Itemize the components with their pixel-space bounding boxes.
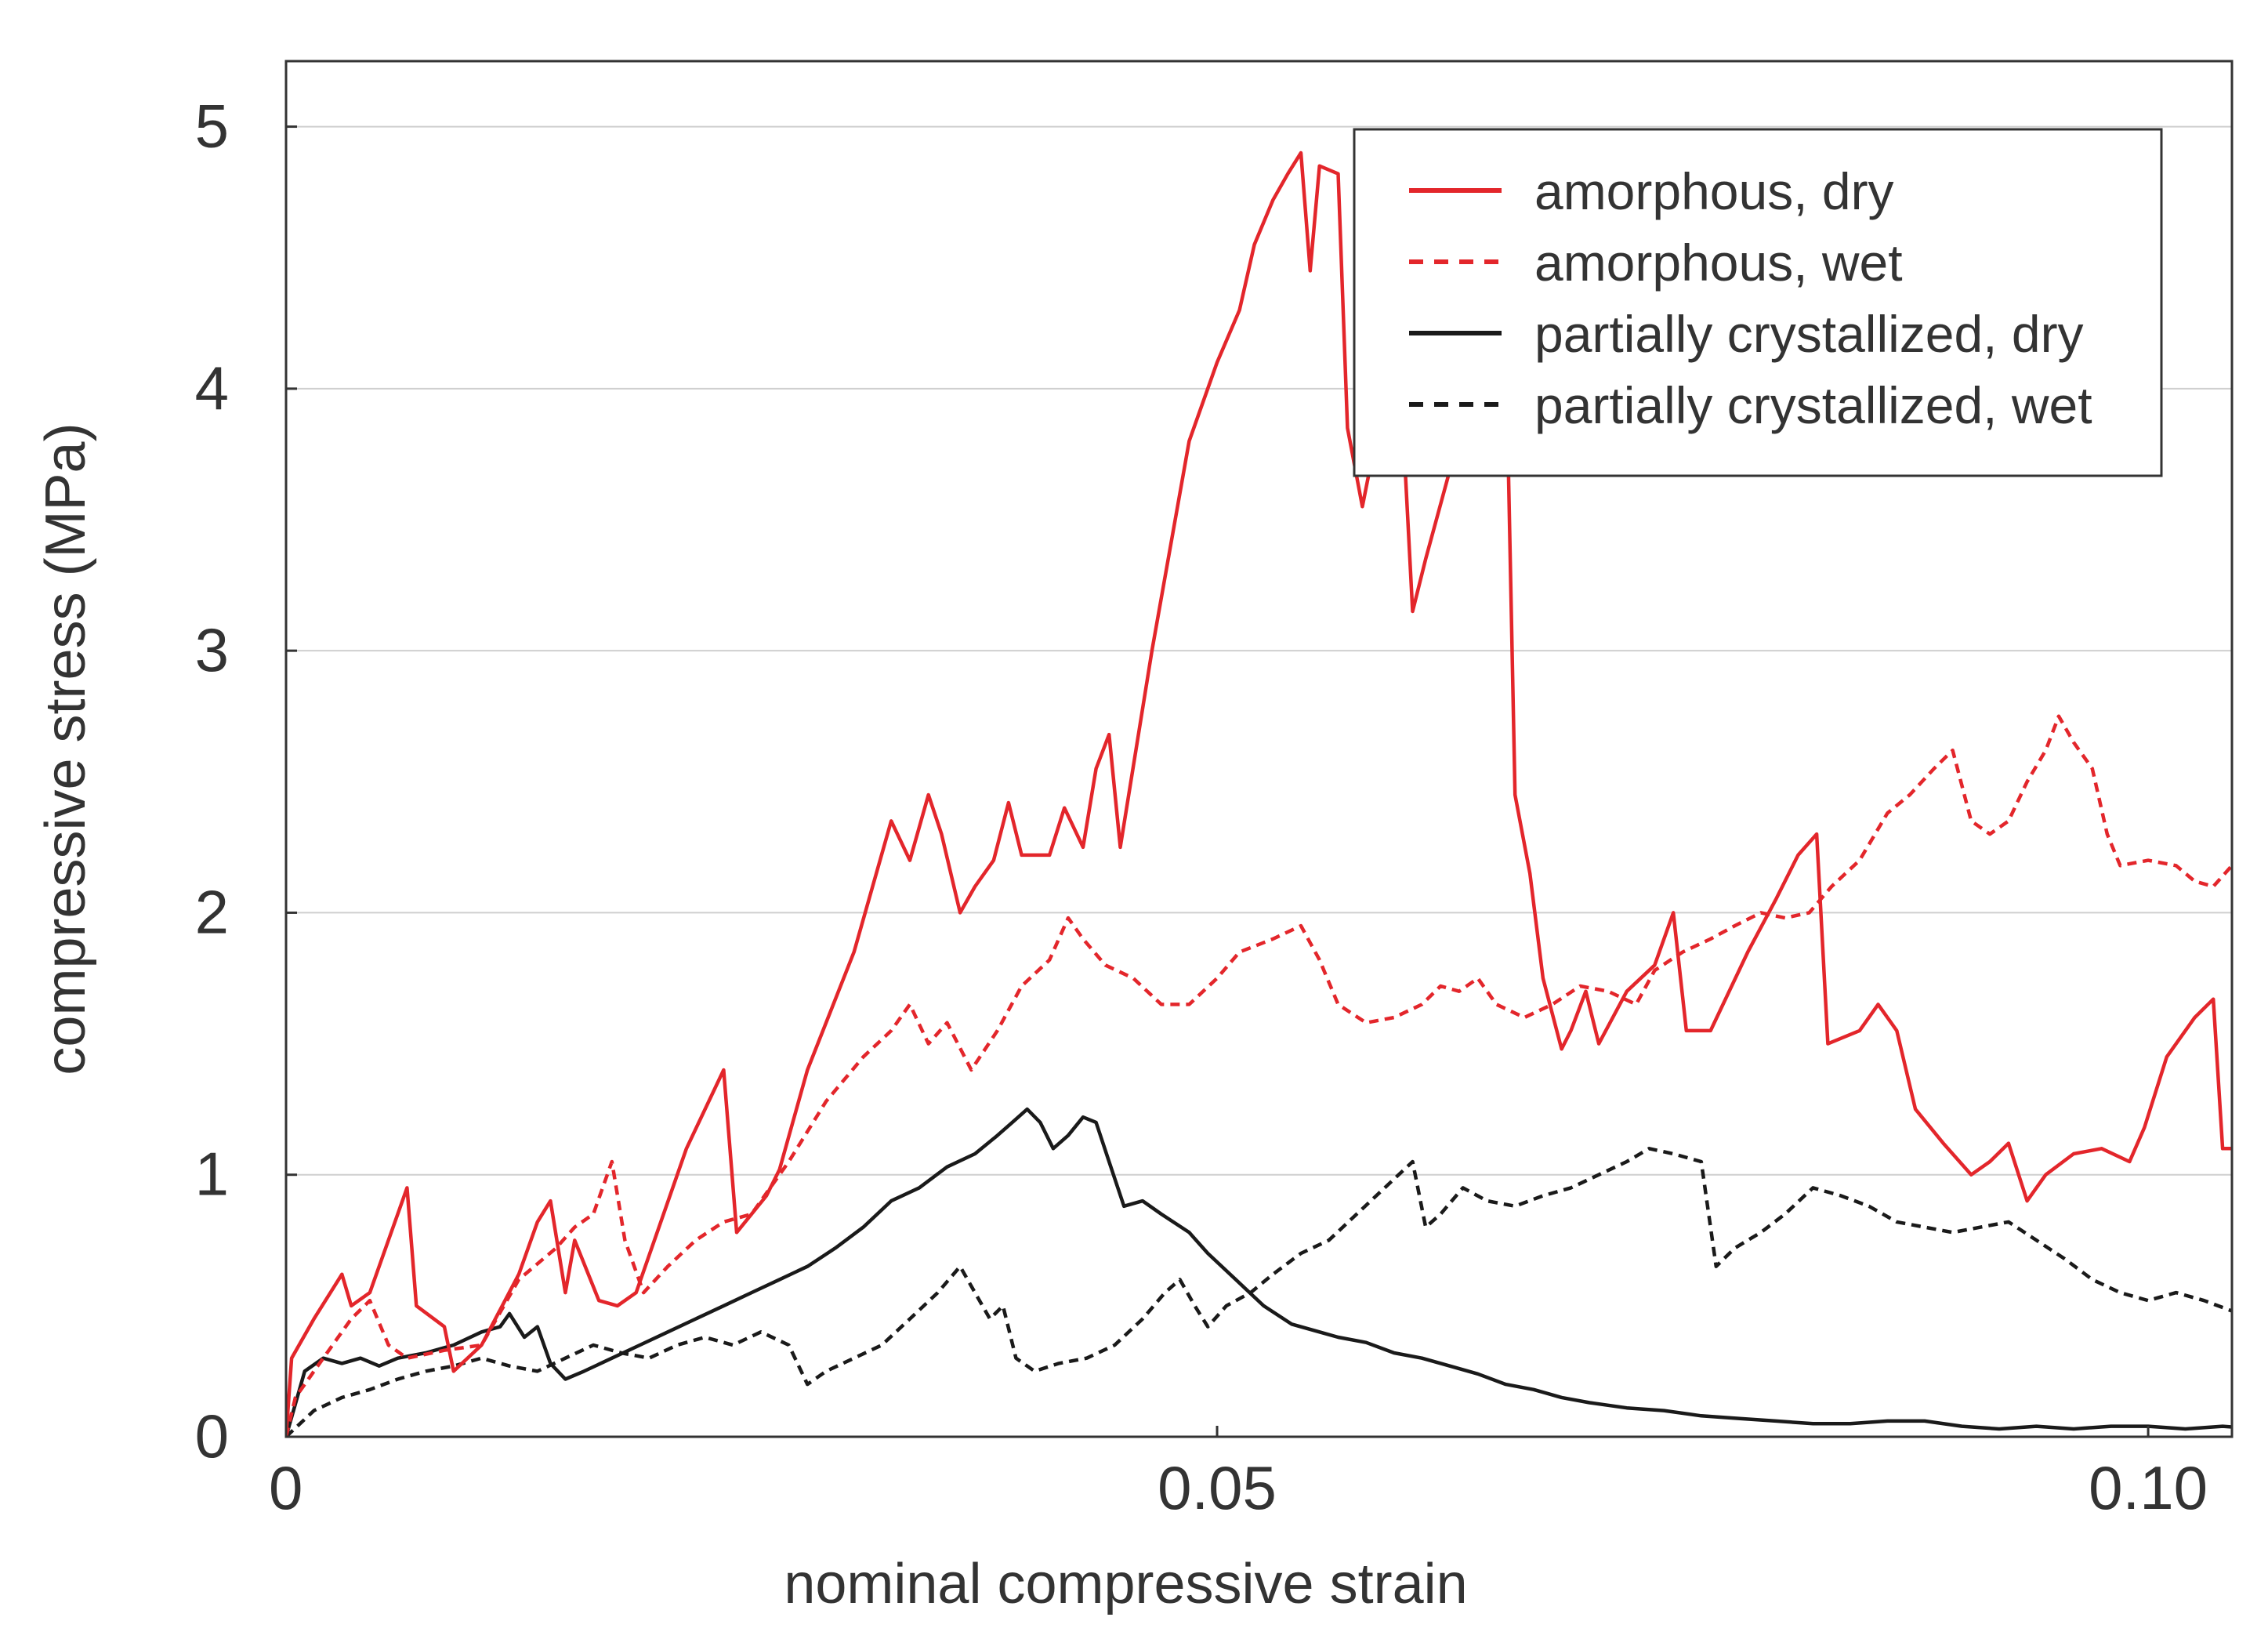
series-line-partially-crystallized-wet [286,1147,2232,1437]
tick-labels: 0 1 2 3 4 5 0 0.05 0.10 [195,92,2208,1522]
y-tick-label-0: 0 [195,1401,229,1470]
x-tick-label-0: 0 [269,1453,303,1522]
grid [286,125,2232,1176]
legend-label-3: partially crystallized, wet [1534,376,2092,434]
series-line-partially-crystallized-dry [286,1107,2232,1437]
series-line-amorphous-wet [286,714,2232,1437]
legend-label-1: amorphous, wet [1534,234,1903,292]
legend-label-0: amorphous, dry [1534,162,1894,220]
x-tick-label-2: 0.10 [2089,1453,2208,1522]
plot-area-frame [284,60,2234,1438]
legend: amorphous, dry amorphous, wet partially cr… [1353,128,2163,477]
y-tick-label-1: 1 [195,1140,229,1209]
y-tick-label-2: 2 [195,877,229,946]
x-axis-label: nominal compressive strain [784,1553,1467,1615]
y-tick-label-5: 5 [195,92,229,161]
y-tick-label-3: 3 [195,615,229,684]
legend-label-2: partially crystallized, dry [1534,305,2084,363]
y-axis-label: compressive stress (MPa) [34,422,97,1075]
y-tick-label-4: 4 [195,354,229,422]
legend-box [1353,128,2163,477]
x-tick-label-1: 0.05 [1158,1453,1277,1522]
